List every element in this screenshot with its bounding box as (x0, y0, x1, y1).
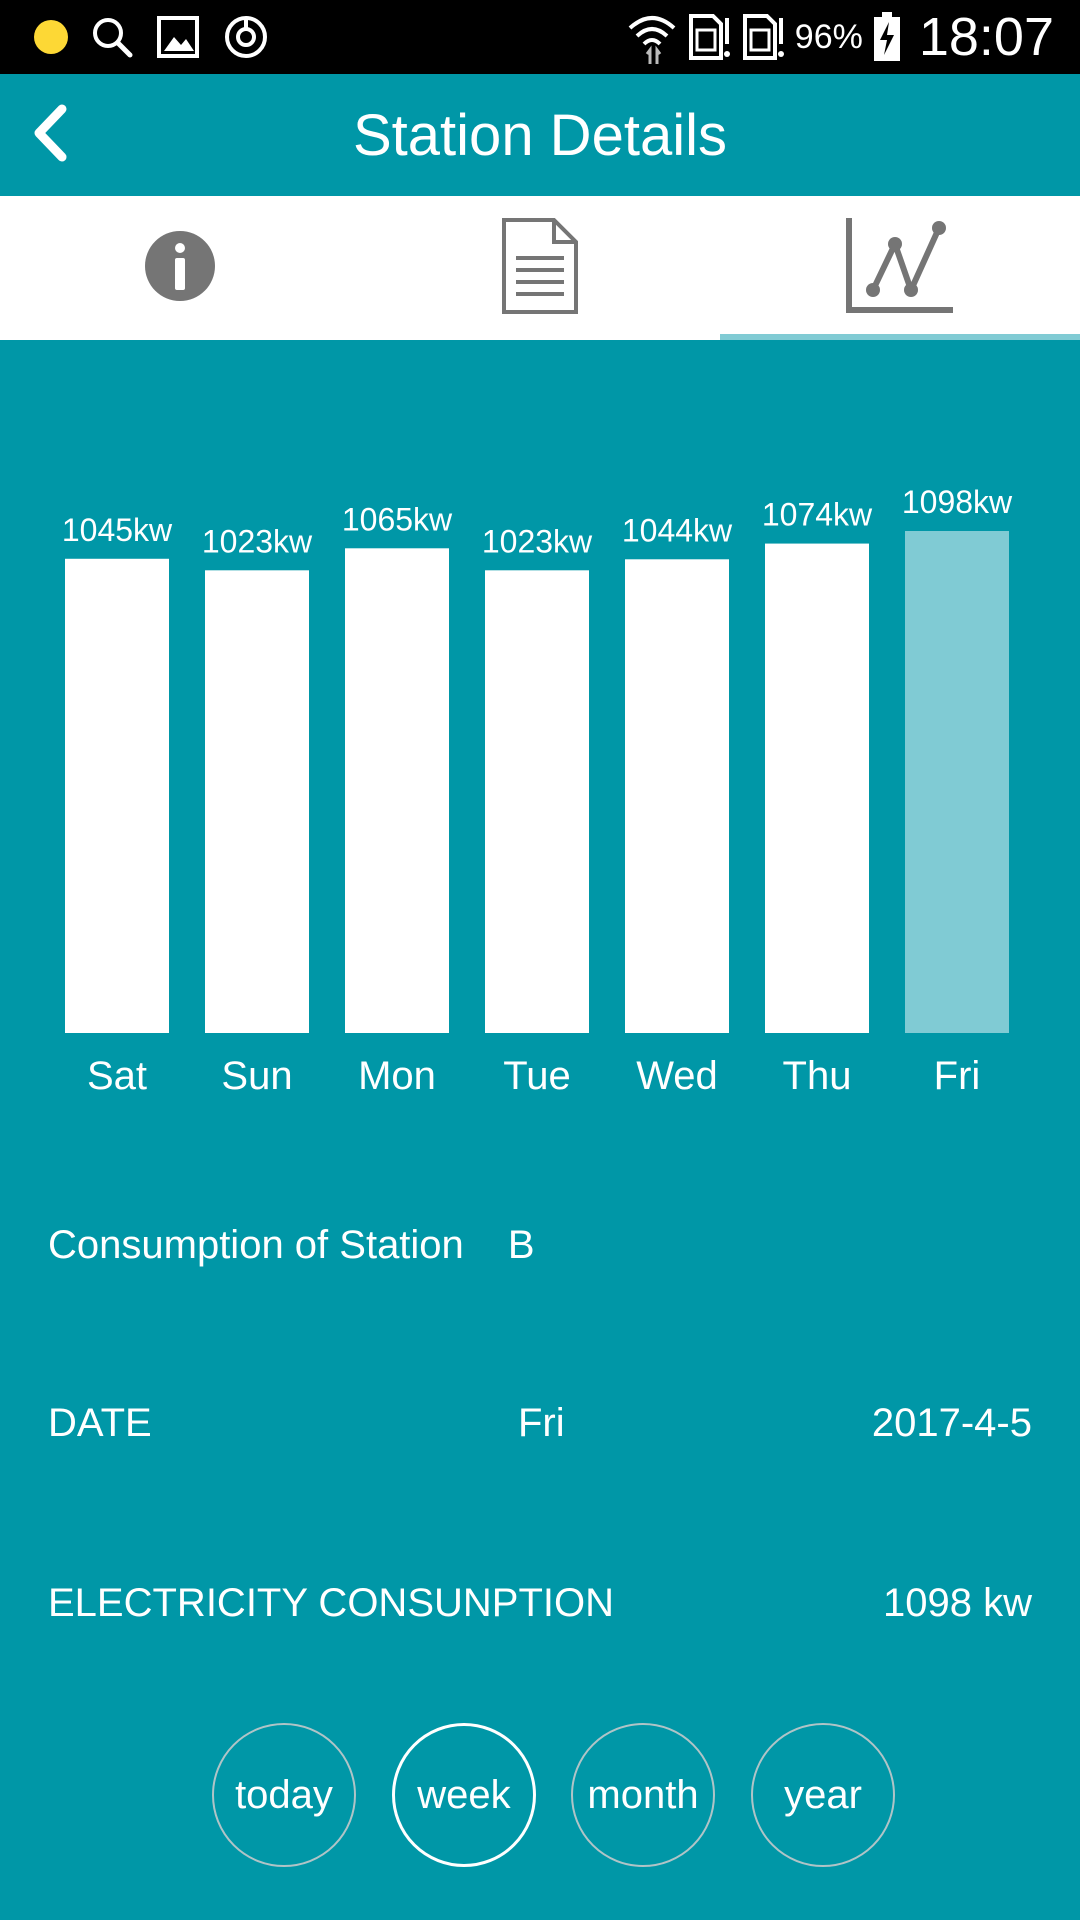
status-bar-notifications (34, 14, 270, 60)
battery-charging-icon (873, 12, 901, 62)
bar-value-label: 1023kw (202, 523, 313, 559)
period-year-button[interactable]: year (751, 1723, 895, 1867)
sim-card-1-icon (687, 12, 731, 62)
notification-dot-icon (34, 20, 68, 54)
line-chart-icon (845, 216, 955, 321)
search-icon (90, 15, 134, 59)
tab-info[interactable] (0, 196, 360, 340)
battery-percent: 96% (794, 17, 863, 56)
tab-document[interactable] (360, 196, 720, 340)
date-value: 2017-4-5 (871, 1400, 1032, 1445)
bar-thu[interactable] (765, 543, 869, 1033)
bar-value-label: 1023kw (482, 523, 593, 559)
bar-chart-svg: 1045kw Sat 1023kw Sun 1065kw Mon 1023kw Tue 1044… (62, 484, 1013, 1098)
sync-icon (222, 13, 270, 61)
electricity-label: ELECTRICITY CONSUNPTION (48, 1580, 614, 1625)
back-button[interactable] (30, 98, 110, 172)
period-week-button[interactable]: week (392, 1723, 536, 1867)
bar-fri[interactable] (905, 531, 1009, 1033)
period-month-button[interactable]: month (571, 1723, 715, 1867)
bar-tue[interactable] (485, 570, 589, 1033)
category-label: Thu (783, 1054, 852, 1098)
tab-indicator (720, 334, 1080, 340)
station-label: Consumption of Station (48, 1222, 464, 1267)
status-bar: 96% 18:07 (0, 0, 1080, 74)
date-label: DATE (48, 1400, 152, 1445)
electricity-value: 1098 kw (883, 1580, 1032, 1625)
page-title: Station Details (353, 102, 727, 168)
status-bar-system: 96% 18:07 (627, 0, 1054, 74)
consumption-chart: 1045kw Sat 1023kw Sun 1065kw Mon 1023kw Tue 1044… (0, 340, 1080, 1120)
bar-mon[interactable] (345, 548, 449, 1033)
electricity-row: ELECTRICITY CONSUNPTION 1098 kw (48, 1573, 1032, 1633)
category-label: Tue (503, 1054, 570, 1098)
tab-bar (0, 196, 1080, 340)
date-row: DATE Fri 2017-4-5 (48, 1393, 1032, 1453)
bar-value-label: 1074kw (762, 497, 873, 533)
period-today-button[interactable]: today (212, 1723, 356, 1867)
info-icon (144, 230, 216, 307)
bar-value-label: 1045kw (62, 512, 173, 548)
wifi-icon (627, 10, 677, 64)
app-bar: Station Details (0, 74, 1080, 196)
clock: 18:07 (918, 7, 1054, 67)
bar-sat[interactable] (65, 558, 169, 1033)
category-label: Wed (636, 1054, 718, 1098)
bar-value-label: 1098kw (902, 484, 1013, 520)
bar-value-label: 1065kw (342, 501, 453, 537)
bar-wed[interactable] (625, 559, 729, 1033)
document-icon (500, 216, 580, 321)
bar-sun[interactable] (205, 570, 309, 1033)
sim-card-2-icon (741, 12, 785, 62)
station-row: Consumption of Station B (48, 1215, 1032, 1275)
category-label: Fri (934, 1054, 981, 1098)
category-label: Sun (221, 1054, 292, 1098)
bar-value-label: 1044kw (622, 512, 733, 548)
gallery-icon (156, 15, 200, 59)
period-selector: today week month year (0, 1723, 1080, 1871)
category-label: Sat (87, 1054, 147, 1098)
date-day: Fri (518, 1400, 565, 1445)
tab-statistics[interactable] (720, 196, 1080, 340)
station-value: B (507, 1222, 535, 1267)
category-label: Mon (358, 1054, 436, 1098)
chevron-left-icon (30, 104, 70, 167)
